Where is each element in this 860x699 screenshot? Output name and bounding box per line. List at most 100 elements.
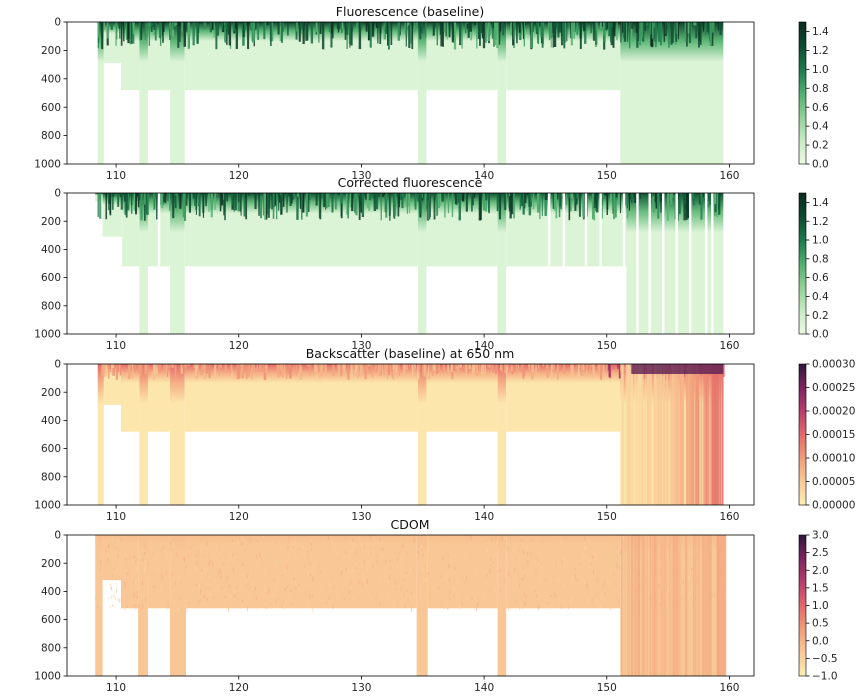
colorbar-tick-label: 1.0 [812,235,829,247]
y-tick-label: 1000 [34,159,61,171]
y-tick-label: 800 [41,300,61,312]
coverage-band [497,364,507,505]
colorbar-tick-label: 2.0 [812,565,829,577]
coverage-band [417,364,427,505]
colorbar-tick-label: 0.4 [812,121,829,133]
coverage-band [417,22,427,164]
coverage-band [497,535,507,676]
coverage-band [170,535,186,676]
y-tick-label: 200 [41,558,61,570]
heatmap-area [66,192,755,335]
y-tick-label: 0 [54,359,61,371]
colorbar-tick-label: 0.0 [812,329,829,341]
x-tick-label: 110 [106,340,126,352]
colorbar-tick-label: 0.8 [812,83,829,95]
panel-title: Backscatter (baseline) at 650 nm [306,346,515,361]
colorbar-tick-label: 0.00030 [812,359,855,371]
x-tick-label: 160 [719,682,739,694]
x-tick-label: 150 [597,682,617,694]
colorbar-gradient [798,534,807,677]
x-tick-label: 140 [474,170,494,182]
y-tick-label: 600 [41,614,61,626]
y-axis: 0 200 400 600 800 1000 [34,17,67,171]
y-tick-label: 200 [41,45,61,57]
colorbar-tick-label: 1.4 [812,26,829,38]
colorbar-tick-label: 0.0 [812,159,829,171]
x-axis: 110 120 130 140 150 160 [106,164,739,182]
x-axis: 110 120 130 140 150 160 [106,505,739,523]
x-tick-label: 120 [229,170,249,182]
coverage-band [497,193,507,334]
panel-cdom: CDOM 110 120 130 140 150 160 0 200 400 600 800 100… [34,517,837,694]
coverage-band [170,364,185,505]
colorbar-tick-label: 0.8 [812,253,829,265]
colorbar-tick-label: 2.5 [812,547,829,559]
heatmap-area [66,363,755,506]
y-tick-label: 800 [41,130,61,142]
coverage-band [95,535,103,676]
heatmap-area [66,534,755,677]
colorbar-gradient [798,363,807,506]
x-axis: 110 120 130 140 150 160 [106,334,739,352]
colorbar: −1.0 −0.5 0.0 0.5 1.0 1.5 2.0 2.5 3.0 [798,530,838,683]
panel-backscatter: Backscatter (baseline) at 650 nm 110 120 1… [34,346,855,523]
colorbar-tick-label: 0.5 [812,618,829,630]
colorbar-tick-label: 1.2 [812,216,829,228]
coverage-band [139,22,148,164]
coverage-band [139,193,148,334]
colorbar-tick-label: 3.0 [812,530,829,542]
y-tick-label: 400 [41,244,61,256]
y-tick-label: 800 [41,471,61,483]
coverage-band [120,22,140,91]
panel-title: Fluorescence (baseline) [336,4,484,19]
coverage-band [417,193,427,334]
x-tick-label: 130 [351,170,371,182]
coverage-band [97,22,104,164]
coverage-band [147,22,171,91]
colorbar-tick-label: 0.2 [812,140,829,152]
coverage-band [416,535,428,676]
y-axis: 0 200 400 600 800 1000 [34,188,67,341]
x-tick-label: 160 [719,511,739,523]
x-axis: 110 120 130 140 150 160 [106,676,739,694]
colorbar-tick-label: 0.0 [812,635,829,647]
y-tick-label: 400 [41,586,61,598]
x-tick-label: 160 [719,340,739,352]
y-tick-label: 1000 [34,671,61,683]
colorbar-tick-label: 1.0 [812,64,829,76]
coverage-band [497,22,507,164]
x-tick-label: 140 [474,340,494,352]
coverage-band [97,364,104,505]
x-tick-label: 110 [106,170,126,182]
y-tick-label: 1000 [34,500,61,512]
x-tick-label: 150 [597,511,617,523]
x-tick-label: 140 [474,682,494,694]
coverage-band [120,364,140,432]
colorbar-tick-label: 0.00015 [812,429,855,441]
x-tick-label: 120 [229,511,249,523]
x-tick-label: 150 [597,170,617,182]
x-tick-label: 130 [351,511,371,523]
y-tick-label: 200 [41,387,61,399]
x-tick-label: 140 [474,511,494,523]
colorbar-tick-label: 1.5 [812,582,829,594]
coverage-band [147,535,171,609]
y-axis: 0 200 400 600 800 1000 [34,359,67,512]
y-tick-label: 0 [54,530,61,542]
coverage-band [95,193,103,202]
coverage-band [185,535,417,609]
colorbar-gradient [798,21,807,165]
coverage-band [184,22,418,91]
colorbar-tick-label: 0.00025 [812,382,855,394]
colorbar: 0.00000 0.00005 0.00010 0.00015 0.00020 0.000… [798,359,855,512]
colorbar-tick-label: −1.0 [812,671,838,683]
x-tick-label: 110 [106,682,126,694]
x-tick-label: 130 [351,682,371,694]
y-tick-label: 0 [54,188,61,200]
panel-title: Corrected fluorescence [338,175,483,190]
heatmap-area [66,21,755,165]
coverage-band [427,535,498,609]
panel-fluorescence: Fluorescence (baseline) 110 120 130 140 150 1… [34,4,829,182]
y-tick-label: 200 [41,216,61,228]
